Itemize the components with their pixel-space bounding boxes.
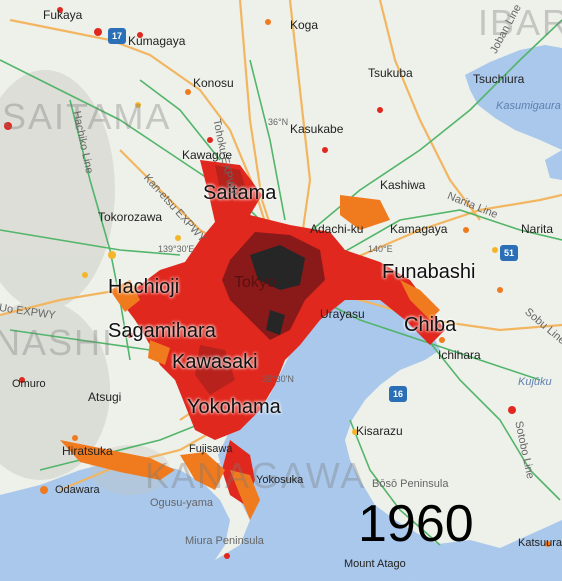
town-label-narita: Narita <box>521 222 554 236</box>
town-label-atsugi: Atsugi <box>88 390 122 404</box>
city-label-chiba: Chiba <box>404 314 457 336</box>
city-label-sagamihara: Sagamihara <box>108 320 216 342</box>
town-label-kasukabe: Kasukabe <box>290 122 344 136</box>
small-settlements <box>4 7 551 559</box>
urban-area <box>60 160 445 520</box>
water-label-kasumigaura: Kasumigaura <box>496 100 561 112</box>
town-label-adachi: Adachi-ku <box>310 222 364 236</box>
coord-label-139-30e: 139°30'E <box>158 244 195 254</box>
town-label-miura-peninsula: Miura Peninsula <box>185 535 264 547</box>
town-label-tokorozawa: Tokorozawa <box>98 210 163 224</box>
coord-label-36n: 36°N <box>268 117 289 127</box>
route-shield-17: 17 <box>108 28 126 44</box>
town-label-tsuchiura: Tsuchiura <box>473 72 525 86</box>
city-label-tokyo: Tokyo <box>234 274 276 291</box>
town-label-fujisawa: Fujisawa <box>189 443 233 455</box>
town-label-tsukuba: Tsukuba <box>368 66 413 80</box>
city-label-kawasaki: Kawasaki <box>172 351 258 373</box>
town-label-omuro: Omuro <box>12 378 46 390</box>
sea-areas <box>0 45 562 581</box>
town-label-kawagoe: Kawagoe <box>182 148 233 162</box>
coord-label-140e: 140°E <box>368 244 393 254</box>
town-label-kashiwa: Kashiwa <box>380 178 426 192</box>
town-label-kamagaya: Kamagaya <box>390 222 448 236</box>
city-label-saitama: Saitama <box>203 182 277 204</box>
town-label-mount-atago: Mount Atago <box>344 558 406 570</box>
town-label-urayasu: Urayasu <box>320 307 365 321</box>
water-label-kujuku: Kujūku <box>518 376 552 388</box>
city-label-funabashi: Funabashi <box>382 261 476 283</box>
town-label-boso-peninsula: Bōsō Peninsula <box>372 478 449 490</box>
route-shield-51: 51 <box>500 245 518 261</box>
coord-label-35-30n: 35°30'N <box>262 374 294 384</box>
town-label-ogusu-yama: Ogusu-yama <box>150 497 213 509</box>
town-label-kumagaya: Kumagaya <box>128 34 186 48</box>
town-label-ichihara: Ichihara <box>438 348 481 362</box>
prefecture-label-yamanashi: NASHI <box>0 322 115 363</box>
town-label-koga: Koga <box>290 18 319 32</box>
town-label-hiratsuka: Hiratsuka <box>62 444 113 458</box>
town-label-kisarazu: Kisarazu <box>356 424 403 438</box>
town-label-yokosuka: Yokosuka <box>256 474 304 486</box>
route-shield-16: 16 <box>389 386 407 402</box>
town-label-fukaya: Fukaya <box>43 8 83 22</box>
railways <box>0 19 562 546</box>
year-label: 1960 <box>358 495 474 553</box>
city-label-hachioji: Hachioji <box>108 276 180 298</box>
town-label-katsuura: Katsuura <box>518 537 562 549</box>
prefecture-label-ibaraki: IBAR <box>478 2 562 43</box>
town-label-konosu: Konosu <box>193 76 234 90</box>
city-label-yokohama: Yokohama <box>187 396 281 418</box>
town-label-odawara: Odawara <box>55 484 100 496</box>
prefecture-label-saitama: SAITAMA <box>2 96 172 137</box>
prefecture-label-kanagawa: KANAGAWA <box>145 455 367 496</box>
